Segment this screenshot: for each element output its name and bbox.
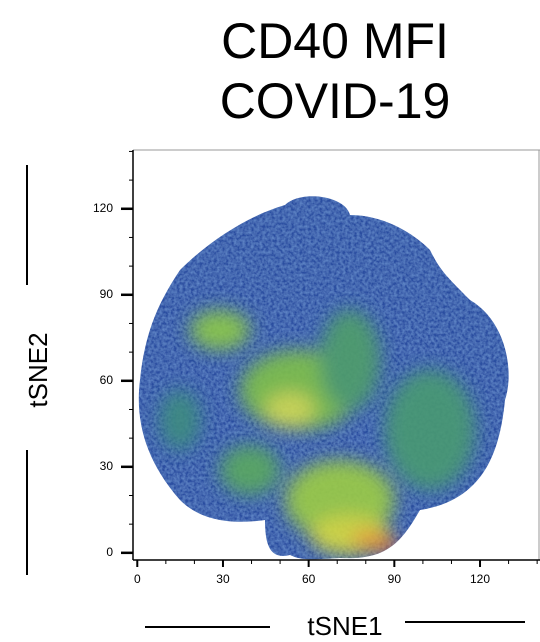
y-tick-label: 90	[100, 287, 114, 301]
y-tick-label: 0	[106, 545, 113, 559]
y-tick-label: 60	[100, 373, 114, 387]
y-tick-label: 30	[100, 459, 114, 473]
x-tick-label: 90	[388, 572, 402, 586]
x-tick-label: 120	[470, 572, 490, 586]
x-axis-label: tSNE1	[307, 611, 382, 641]
x-tick-label: 0	[134, 572, 141, 586]
x-tick-label: 30	[216, 572, 230, 586]
y-tick-label: 120	[93, 201, 113, 215]
x-tick-label: 60	[302, 572, 316, 586]
title-line: CD40 MFI	[221, 13, 449, 69]
title-line: COVID-19	[220, 73, 451, 129]
cell-density-map	[138, 196, 509, 560]
y-axis-label: tSNE2	[23, 332, 53, 407]
